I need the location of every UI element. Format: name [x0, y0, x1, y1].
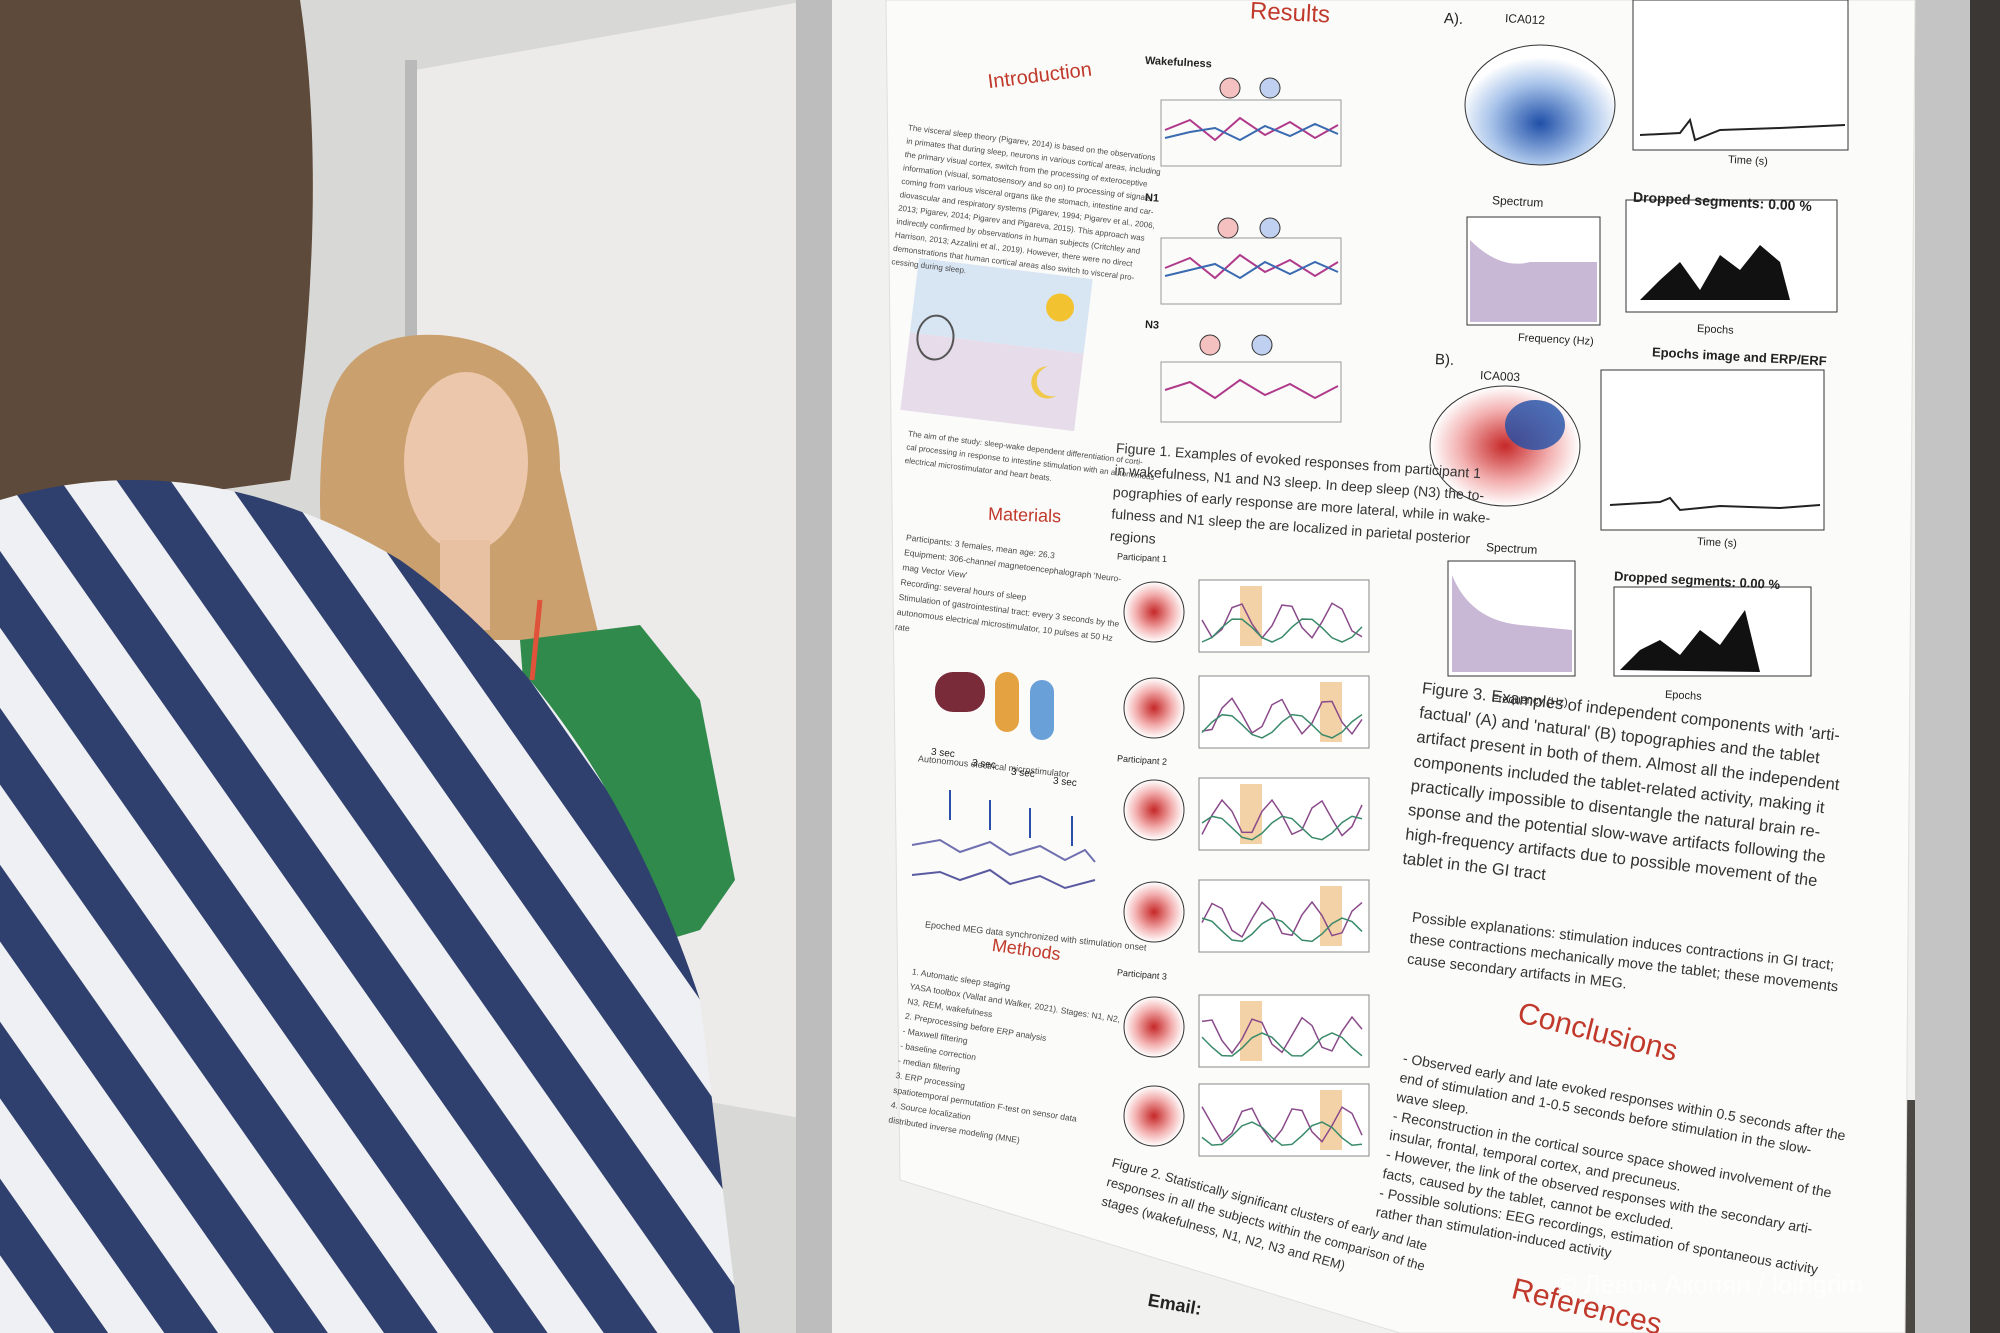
topomap — [1123, 581, 1185, 643]
watermark: © Левон Акопян / loingrim — [1557, 1269, 1863, 1299]
intro-illustration — [900, 257, 1093, 432]
plot-title: Spectrum — [1492, 193, 1544, 210]
plot-title: ICA012 — [1505, 11, 1546, 27]
topomap — [1123, 881, 1185, 943]
figure3-plots — [1429, 0, 1849, 677]
plot-title: ICA003 — [1480, 368, 1521, 384]
trace — [1201, 713, 1363, 739]
figure1-plots — [1160, 77, 1342, 423]
topomap — [1123, 779, 1185, 841]
section-title: Materials — [988, 504, 1062, 527]
cluster-window — [1320, 682, 1342, 742]
topomap — [1123, 1085, 1185, 1147]
interval-label: 3 sec — [1010, 767, 1035, 780]
board-frame-left — [796, 0, 832, 1333]
board-frame-right — [1915, 0, 1970, 1333]
topomap — [1123, 677, 1185, 739]
right-edge — [1970, 0, 2000, 1333]
cluster-plot — [1198, 777, 1370, 851]
capsules — [935, 672, 1054, 740]
row-label: Participant 2 — [1117, 753, 1168, 766]
interval-label: 3 sec — [1052, 776, 1077, 789]
interval-label: 3 sec — [930, 747, 955, 760]
stim-trace — [911, 790, 1096, 890]
trace — [1201, 917, 1363, 943]
cluster-window — [1240, 586, 1262, 646]
axis-label: Time (s) — [1697, 536, 1737, 550]
axis-label: Frequency (Hz) — [1518, 332, 1594, 348]
figure2-plots — [1123, 579, 1370, 1157]
row-label: Participant 1 — [1117, 551, 1167, 564]
materials-text: rate — [895, 622, 911, 634]
axis-label: Frequency (Hz) — [1492, 693, 1568, 709]
row-label: N1 — [1145, 192, 1160, 205]
axis-label: Epochs — [1697, 323, 1735, 337]
plot-title: Spectrum — [1486, 540, 1538, 557]
axis-label: Time (s) — [1728, 154, 1768, 168]
trace — [1201, 1121, 1363, 1147]
cluster-window — [1240, 784, 1262, 844]
intro-text-block: The visceral sleep theory (Pigarev, 2014… — [891, 123, 1161, 282]
section-title: Results — [1249, 0, 1330, 29]
trace — [1201, 602, 1363, 640]
panel-label: B). — [1435, 351, 1455, 369]
interval-label: 3 sec — [971, 758, 996, 771]
cluster-window — [1240, 1001, 1262, 1061]
trace — [1201, 618, 1363, 643]
row-label: Wakefulness — [1145, 55, 1212, 70]
trace — [1201, 697, 1363, 736]
foreground-person — [0, 0, 740, 1333]
cluster-plot — [1198, 994, 1370, 1068]
trace — [1201, 798, 1363, 837]
panel-label: A). — [1444, 10, 1464, 28]
row-label: N3 — [1145, 319, 1160, 332]
trace — [1201, 815, 1363, 841]
axis-label: Epochs — [1665, 689, 1703, 703]
trace — [1201, 1015, 1363, 1055]
topomap — [1123, 996, 1185, 1058]
trace — [1201, 1032, 1363, 1057]
cluster-plot — [1198, 675, 1370, 749]
row-label: Participant 3 — [1117, 967, 1168, 981]
cluster-window — [1320, 886, 1342, 946]
cluster-plot — [1198, 879, 1370, 953]
figure-caption: regions — [1109, 528, 1156, 547]
trace — [1201, 1106, 1363, 1144]
trace — [1201, 900, 1363, 939]
